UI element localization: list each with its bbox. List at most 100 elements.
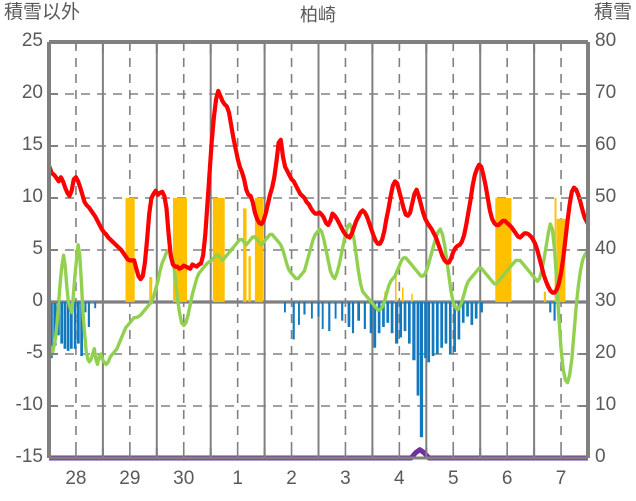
y-axis-left-tick-label: 15	[21, 134, 43, 155]
bar-precipitation	[395, 270, 397, 302]
bar-snowfall	[363, 302, 366, 330]
bar-snowfall	[412, 302, 416, 361]
bar-snowfall	[553, 302, 556, 321]
y-axis-right-tick-label: 30	[595, 290, 617, 311]
y-axis-left-tick-label: 25	[21, 30, 43, 51]
bar-precipitation	[212, 198, 225, 302]
bar-snowfall	[292, 302, 295, 340]
bar-snowfall	[328, 302, 331, 332]
x-axis-tick-label: 1	[232, 468, 243, 489]
bar-snowfall	[470, 302, 474, 325]
bar-precipitation	[411, 293, 413, 302]
y-axis-left-tick-label: 0	[32, 290, 43, 311]
bar-snowfall	[419, 302, 424, 438]
bar-snowfall	[94, 302, 97, 309]
line-snow-depth	[47, 222, 590, 385]
bar-snowfall	[334, 302, 337, 319]
bar-snowfall	[341, 302, 344, 321]
bar-snowfall	[424, 302, 427, 359]
bar-precipitation	[402, 287, 404, 302]
right-axis-title: 積雪	[593, 2, 632, 23]
bar-snowfall	[60, 302, 64, 344]
bar-snowfall	[386, 302, 390, 323]
bar-snowfall	[399, 302, 403, 338]
bar-snowfall	[317, 302, 320, 317]
bar-snowfall	[347, 302, 351, 327]
bar-snowfall	[369, 302, 373, 334]
page-title: 柏崎	[300, 5, 336, 25]
bar-snowfall	[87, 302, 90, 327]
bar-snowfall	[395, 302, 399, 344]
bar-snowfall	[474, 302, 478, 319]
y-axis-left-tick-label: 20	[21, 82, 43, 103]
bar-snowfall	[84, 302, 87, 313]
x-axis-tick-label: 3	[340, 468, 351, 489]
bar-snowfall	[390, 302, 394, 334]
bar-snowfall	[284, 302, 286, 313]
x-axis-tick-label: 6	[501, 468, 513, 489]
y-axis-right-tick-label: 10	[595, 394, 617, 415]
x-axis-tick-label: 7	[555, 468, 567, 489]
bar-snowfall	[321, 302, 324, 330]
y-axis-left-tick-label: -15	[15, 446, 43, 467]
bar-snowfall	[357, 302, 361, 321]
bar-snowfall	[436, 302, 439, 354]
x-axis-tick-label: 29	[119, 468, 141, 489]
bar-precipitation	[149, 277, 153, 302]
bar-precipitation	[543, 291, 546, 302]
y-axis-right-tick-label: 70	[595, 82, 617, 103]
bar-snowfall	[351, 302, 355, 334]
y-axis-left-tick-label: 10	[21, 186, 43, 207]
bar-snowfall	[80, 302, 83, 357]
y-axis-left-tick-label: -10	[15, 394, 43, 415]
x-axis-tick-label: 28	[65, 468, 87, 489]
bar-snowfall	[403, 302, 407, 332]
bar-snowfall	[431, 302, 435, 357]
bar-snowfall	[63, 302, 67, 349]
bar-snowfall	[440, 302, 444, 348]
bar-snowfall	[382, 302, 385, 327]
y-axis-right-tick-label: 80	[595, 30, 617, 51]
bar-snowfall	[303, 302, 306, 315]
bar-snowfall	[53, 302, 57, 346]
y-axis-right-tick-label: 20	[595, 342, 617, 363]
bar-snowfall	[427, 302, 431, 363]
x-axis-tick-label: 2	[286, 468, 297, 489]
bar-snowfall	[549, 302, 552, 313]
bar-snowfall	[407, 302, 411, 344]
bar-snowfall	[480, 302, 483, 313]
bar-snowfall	[453, 302, 456, 352]
bar-snowfall	[448, 302, 452, 354]
bar-snowfall	[73, 302, 77, 349]
bar-precipitation	[254, 198, 263, 302]
y-axis-right-tick-label: 60	[595, 134, 617, 155]
bar-snowfall	[457, 302, 461, 340]
bar-snowfall	[416, 302, 420, 396]
y-axis-left-tick-label: -5	[26, 342, 43, 363]
bar-snowfall	[310, 302, 313, 319]
bar-precipitation	[248, 256, 251, 302]
x-axis-tick-label: 5	[447, 468, 459, 489]
bar-snowfall	[466, 302, 469, 317]
x-axis-tick-label: 4	[394, 468, 405, 489]
bar-precipitation	[125, 198, 135, 302]
y-axis-right-tick-label: 50	[595, 186, 617, 207]
y-axis-right-tick-label: 40	[595, 238, 617, 259]
y-axis-right-tick-label: 0	[595, 446, 606, 467]
line-temperature	[46, 88, 591, 295]
bar-snowfall	[373, 302, 377, 348]
bar-precipitation	[495, 198, 512, 302]
bar-snowfall	[77, 302, 80, 344]
y-axis-left-tick-label: 5	[32, 238, 43, 259]
bar-precipitation	[243, 208, 247, 302]
bar-snowfall	[461, 302, 465, 323]
bar-snowfall	[66, 302, 70, 351]
bar-snowfall	[377, 302, 381, 334]
left-axis-title: 積雪以外	[4, 2, 81, 23]
x-axis-tick-label: 30	[173, 468, 195, 489]
bar-snowfall	[50, 302, 53, 359]
bar-snowfall	[444, 302, 448, 344]
bar-snowfall	[298, 302, 300, 325]
